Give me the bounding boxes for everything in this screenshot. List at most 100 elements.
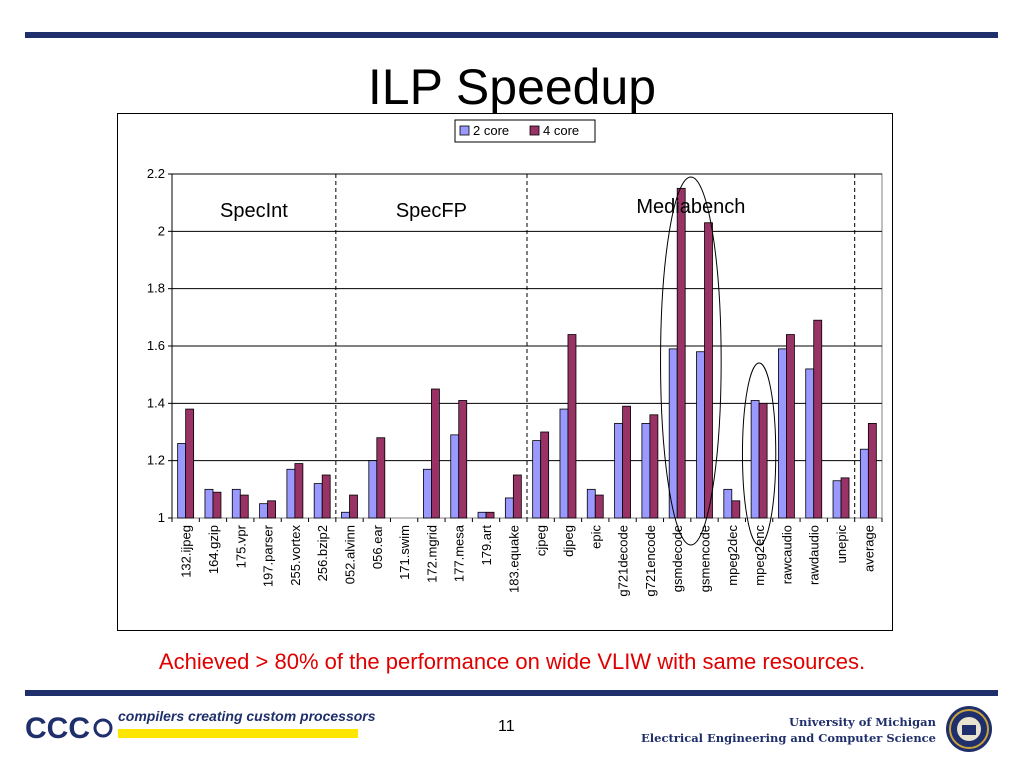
bar-2-core: [805, 368, 815, 519]
legend-swatch: [459, 125, 470, 136]
x-tick-label: gsmdecode: [670, 525, 685, 592]
footer-tagline: compilers creating custom processors: [118, 708, 376, 724]
x-tick-label: 052.alvinn: [343, 525, 358, 584]
bar-4-core: [239, 494, 249, 519]
ccc-logo: CCC: [25, 712, 113, 745]
bar-4-core: [731, 500, 741, 519]
bar-4-core: [294, 463, 304, 519]
bar-2-core: [231, 488, 241, 519]
x-tick-label: mpeg2dec: [725, 525, 740, 586]
bar-2-core: [641, 422, 651, 519]
bar-2-core: [750, 400, 760, 519]
university-line-2: Electrical Engineering and Computer Scie…: [641, 731, 936, 745]
bar-4-core: [321, 474, 331, 519]
chart-frame: [117, 113, 893, 631]
bar-4-core: [567, 334, 577, 519]
x-tick-label: cjpeg: [534, 525, 549, 556]
x-tick-label: 175.vpr: [233, 524, 248, 568]
x-tick-label: 183.equake: [506, 525, 521, 593]
x-tick-label: 164.gzip: [206, 525, 221, 574]
bar-4-core: [622, 405, 631, 519]
bar-2-core: [368, 460, 378, 519]
bar-2-core: [859, 448, 869, 519]
y-tick-label: 1.4: [147, 395, 165, 410]
bar-4-core: [540, 431, 550, 519]
x-tick-label: g721decode: [616, 525, 631, 597]
x-tick-label: rawdaudio: [807, 525, 822, 585]
bar-4-core: [458, 400, 468, 519]
legend-label: 4 core: [543, 123, 579, 138]
bar-4-core: [349, 494, 358, 519]
bar-2-core: [696, 351, 705, 519]
bar-4-core: [704, 222, 713, 519]
bar-2-core: [177, 443, 187, 519]
bar-2-core: [423, 468, 432, 519]
bar-2-core: [341, 511, 350, 519]
x-tick-label: 197.parser: [261, 524, 276, 587]
y-tick-label: 1.6: [147, 338, 165, 353]
bar-4-core: [431, 388, 440, 519]
bar-2-core: [504, 497, 514, 519]
bar-4-core: [676, 187, 686, 519]
bar-2-core: [614, 422, 623, 519]
group-label: SpecInt: [220, 200, 288, 222]
ccc-logo-swirl: [93, 718, 113, 738]
bar-4-core: [758, 402, 768, 519]
bar-2-core: [450, 434, 460, 519]
legend-swatch: [529, 125, 540, 136]
group-label: SpecFP: [396, 200, 467, 222]
x-tick-label: epic: [588, 525, 603, 549]
y-tick-label: 1.8: [147, 281, 165, 296]
bar-4-core: [212, 491, 222, 519]
highlight-ellipse: [741, 362, 777, 546]
bar-4-core: [840, 477, 850, 519]
bar-4-core: [786, 334, 795, 519]
y-tick-label: 1.2: [147, 453, 165, 468]
university-name: University of Michigan Electrical Engine…: [641, 714, 936, 746]
x-tick-label: average: [861, 525, 876, 572]
bar-2-core: [559, 408, 569, 519]
bar-4-core: [376, 437, 386, 519]
bar-2-core: [259, 503, 268, 519]
x-tick-label: 132.ijpeg: [179, 525, 194, 578]
bar-2-core: [832, 480, 842, 519]
bottom-rule: [25, 690, 998, 696]
bar-2-core: [586, 488, 596, 519]
university-seal-icon: [946, 706, 992, 752]
x-tick-label: djpeg: [561, 525, 576, 557]
bar-4-core: [185, 408, 195, 519]
bar-2-core: [477, 511, 487, 519]
bar-2-core: [778, 348, 787, 519]
bar-2-core: [532, 440, 542, 519]
x-tick-label: 171.swim: [397, 525, 412, 580]
ccc-logo-text: CCC: [25, 712, 90, 745]
y-tick-label: 1: [158, 510, 165, 525]
bar-4-core: [813, 319, 823, 519]
bar-2-core: [204, 488, 214, 519]
bar-4-core: [594, 494, 604, 519]
bar-4-core: [267, 500, 276, 519]
bar-4-core: [512, 474, 522, 519]
x-tick-label: gsmencode: [698, 525, 713, 592]
bar-4-core: [485, 511, 495, 519]
highlight-ellipse: [660, 176, 722, 546]
x-tick-label: unepic: [834, 525, 849, 564]
x-tick-label: 179.art: [479, 525, 494, 566]
top-rule: [25, 32, 998, 38]
bar-2-core: [723, 488, 733, 519]
bar-2-core: [313, 483, 323, 519]
x-tick-label: g721encode: [643, 525, 658, 597]
bar-2-core: [668, 348, 678, 519]
x-tick-label: 172.mgrid: [424, 525, 439, 583]
page-number: 11: [498, 718, 515, 735]
x-tick-label: 256.bzip2: [315, 525, 330, 581]
university-line-1: University of Michigan: [789, 715, 936, 729]
bar-4-core: [867, 422, 877, 519]
x-tick-label: 177.mesa: [452, 524, 467, 582]
group-label: Mediabench: [636, 196, 745, 218]
y-tick-label: 2.2: [147, 166, 165, 181]
x-tick-label: 056.ear: [370, 524, 385, 569]
bar-2-core: [286, 468, 296, 519]
slide-title: ILP Speedup: [367, 59, 657, 115]
